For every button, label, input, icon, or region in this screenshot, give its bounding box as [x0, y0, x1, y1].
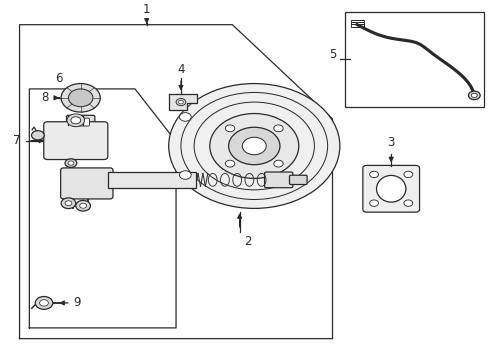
Circle shape — [369, 200, 378, 206]
Circle shape — [225, 125, 234, 132]
Circle shape — [65, 159, 77, 167]
Text: 3: 3 — [386, 136, 394, 149]
Circle shape — [225, 160, 234, 167]
Circle shape — [68, 89, 93, 107]
FancyBboxPatch shape — [61, 168, 113, 199]
Circle shape — [168, 84, 339, 208]
Circle shape — [178, 100, 183, 104]
Circle shape — [369, 171, 378, 177]
Text: 9: 9 — [73, 296, 81, 310]
Bar — [344, 12, 483, 107]
Circle shape — [80, 203, 86, 208]
Circle shape — [403, 171, 412, 177]
FancyBboxPatch shape — [72, 118, 89, 126]
Circle shape — [35, 297, 53, 309]
Circle shape — [67, 114, 84, 127]
Circle shape — [403, 200, 412, 206]
FancyBboxPatch shape — [66, 115, 95, 129]
Circle shape — [273, 125, 283, 132]
Ellipse shape — [376, 175, 405, 202]
Text: 2: 2 — [244, 235, 251, 248]
Text: 7: 7 — [13, 134, 20, 147]
Text: 8: 8 — [41, 91, 49, 104]
Circle shape — [76, 201, 90, 211]
Circle shape — [273, 160, 283, 167]
Circle shape — [61, 198, 76, 208]
FancyBboxPatch shape — [289, 175, 306, 185]
FancyBboxPatch shape — [44, 122, 107, 159]
Circle shape — [470, 93, 476, 98]
Circle shape — [176, 99, 185, 106]
FancyBboxPatch shape — [362, 165, 419, 212]
Circle shape — [40, 300, 48, 306]
Circle shape — [228, 127, 279, 165]
Circle shape — [179, 171, 191, 179]
Circle shape — [242, 137, 265, 155]
Circle shape — [61, 84, 100, 112]
Circle shape — [468, 91, 479, 100]
Circle shape — [68, 161, 74, 165]
Text: 6: 6 — [55, 72, 62, 85]
Circle shape — [179, 113, 191, 121]
Text: 5: 5 — [328, 48, 336, 61]
Polygon shape — [168, 94, 197, 110]
Text: 4: 4 — [177, 63, 184, 76]
Circle shape — [65, 201, 72, 206]
Circle shape — [71, 117, 81, 124]
Circle shape — [209, 113, 298, 179]
Text: 1: 1 — [142, 3, 150, 16]
FancyBboxPatch shape — [264, 172, 292, 188]
Bar — [107, 172, 195, 188]
Bar — [350, 20, 363, 27]
Circle shape — [31, 131, 44, 140]
